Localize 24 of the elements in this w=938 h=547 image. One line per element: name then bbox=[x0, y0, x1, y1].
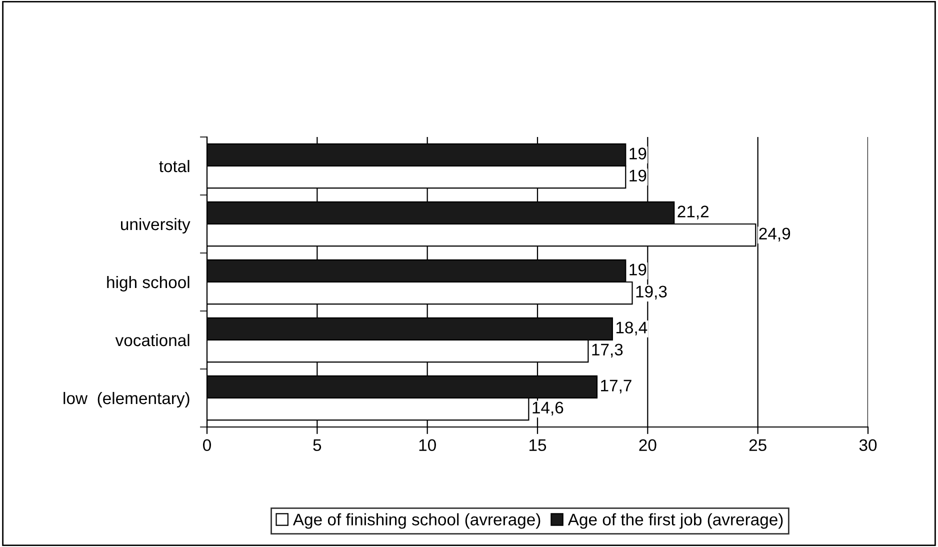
data-label: 17,3 bbox=[592, 344, 623, 358]
x-tick-label: 15 bbox=[530, 439, 546, 452]
data-label: 17,7 bbox=[601, 380, 632, 394]
data-label: 19 bbox=[630, 148, 646, 160]
legend-label: Age of finishing school (avrerage) bbox=[292, 513, 540, 529]
y-tick-label: vocational bbox=[115, 334, 190, 346]
x-tick-label: 20 bbox=[639, 439, 656, 452]
data-label: 21,2 bbox=[678, 206, 708, 220]
data-label: 18,4 bbox=[616, 322, 648, 336]
y-tick-label: total bbox=[159, 160, 190, 172]
data-label: 19 bbox=[630, 264, 646, 276]
x-tick-label: 0 bbox=[203, 439, 211, 452]
data-label: 19,3 bbox=[636, 286, 667, 300]
x-tick-label: 5 bbox=[313, 439, 322, 452]
x-tick-label: 30 bbox=[859, 439, 877, 452]
y-tick-label: high school bbox=[107, 276, 190, 292]
y-tick-label: low (elementary) bbox=[64, 392, 190, 408]
data-label: 24,9 bbox=[759, 228, 790, 242]
legend-label: Age of the first job (avrerage) bbox=[568, 513, 783, 529]
data-label: 19 bbox=[630, 170, 646, 182]
data-label: 14,6 bbox=[532, 402, 564, 416]
x-tick-label: 25 bbox=[749, 439, 766, 452]
y-tick-label: university bbox=[121, 218, 190, 234]
x-tick-label: 10 bbox=[419, 439, 436, 452]
